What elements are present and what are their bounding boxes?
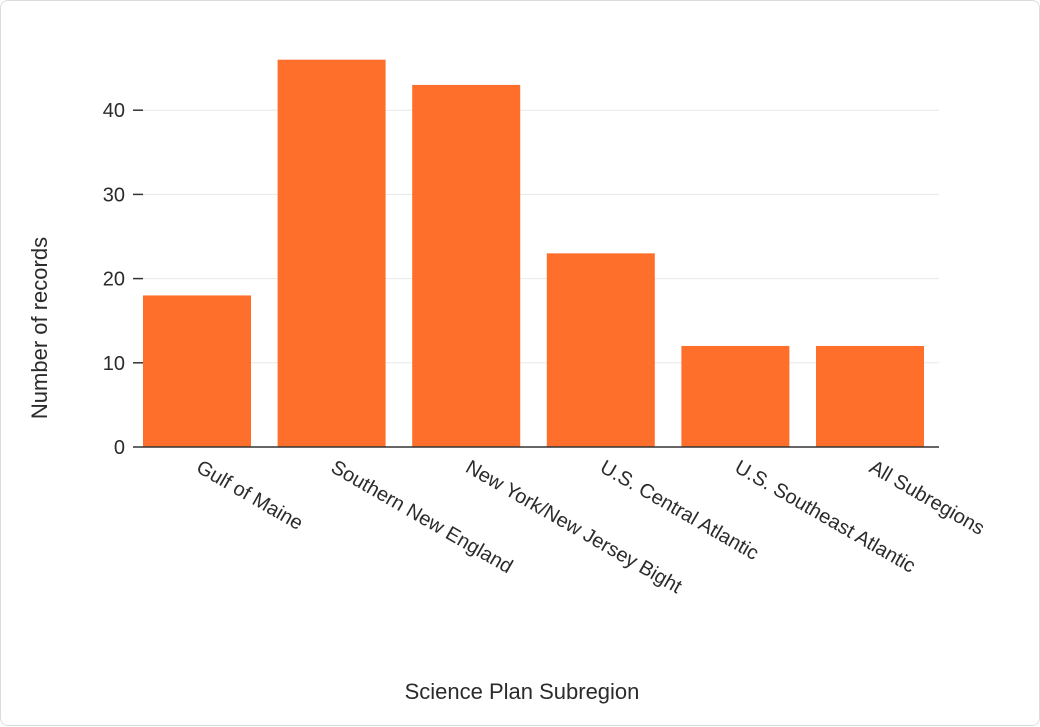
bar: [681, 345, 790, 447]
y-axis-title: Number of records: [27, 237, 52, 419]
y-tick-label: 30: [103, 184, 125, 206]
x-axis-title: Science Plan Subregion: [405, 679, 640, 704]
x-tick-label: Gulf of Maine: [193, 456, 307, 535]
y-tick-label: 0: [114, 437, 125, 459]
bars: [143, 59, 924, 448]
bar: [546, 253, 655, 447]
x-tick-label: All Subregions: [866, 456, 989, 540]
bar: [143, 295, 251, 447]
bar: [277, 59, 386, 448]
y-tick-label: 10: [103, 353, 125, 375]
bar: [816, 345, 924, 447]
y-tick-label: 40: [103, 100, 125, 122]
x-tick-label: New York/New Jersey Bight: [462, 456, 686, 598]
bar: [412, 84, 521, 447]
gridlines: [143, 109, 939, 364]
y-tick-label: 20: [103, 269, 125, 291]
